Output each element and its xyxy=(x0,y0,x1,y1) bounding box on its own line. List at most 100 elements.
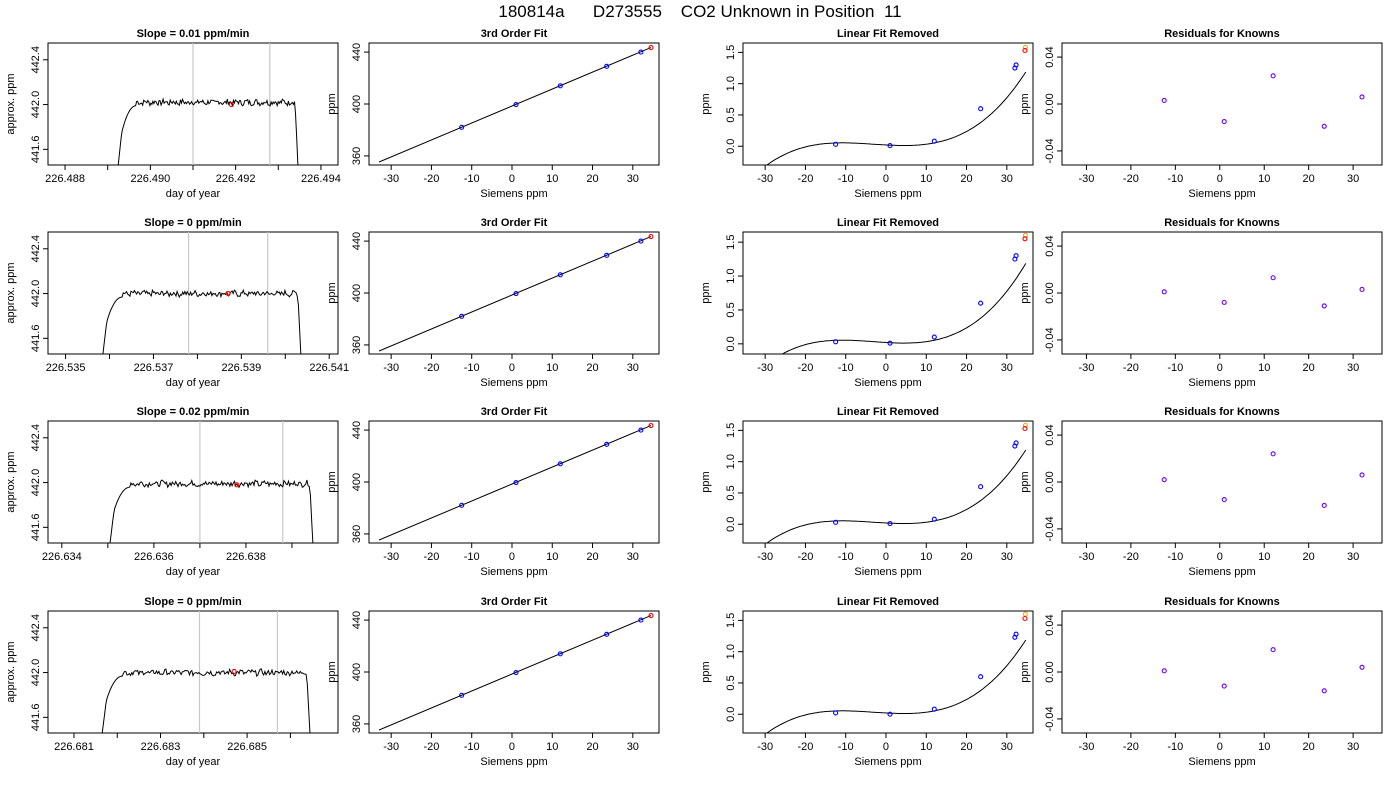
plot-area xyxy=(378,233,654,352)
x-axis-label: Siemens ppm xyxy=(480,188,547,200)
y-tick-label: 0.5 xyxy=(725,675,737,690)
y-tick-label: 441.6 xyxy=(30,704,42,732)
chart-panel-r2-c1: Slope = 0 ppm/min 226.535 226.537 226.539 22… xyxy=(5,217,349,389)
x-tick-label: 226.634 xyxy=(42,551,82,563)
y-tick-label: 440 xyxy=(351,421,363,439)
known-point xyxy=(459,124,465,130)
chart-panel-r3-c2: 3rd Order Fit -30 -20 -10 0 10 20 30 360 400 440 Si… xyxy=(326,406,660,578)
x-tick-label: -20 xyxy=(797,173,813,185)
y-tick-label: 0.04 xyxy=(1044,235,1056,256)
y-tick-label: 0.00 xyxy=(1044,282,1056,303)
x-tick-label: -10 xyxy=(838,362,854,374)
y-axis-label: approx. ppm xyxy=(5,262,17,323)
x-tick-label: -20 xyxy=(1123,551,1139,563)
x-tick-label: -20 xyxy=(797,362,813,374)
x-tick-label: -30 xyxy=(1078,173,1094,185)
x-tick-label: 20 xyxy=(1303,362,1315,374)
residual-point xyxy=(1221,683,1227,689)
chart-title: Slope = 0 ppm/min xyxy=(144,596,242,608)
x-tick-label: 30 xyxy=(1001,551,1013,563)
known-point xyxy=(887,143,893,149)
x-tick-label: 10 xyxy=(546,741,558,753)
y-axis-label: approx. ppm xyxy=(5,451,17,512)
y-tick-label: 0.04 xyxy=(1044,424,1056,445)
highlight-point xyxy=(1022,232,1028,238)
y-tick-label: 1.5 xyxy=(725,613,737,628)
x-tick-label: -30 xyxy=(1078,362,1094,374)
known-point xyxy=(833,710,839,716)
y-tick-label: 442.4 xyxy=(30,235,42,263)
chart-title: Slope = 0.02 ppm/min xyxy=(137,406,250,418)
x-tick-label: 226.638 xyxy=(226,551,266,563)
known-point xyxy=(557,272,563,278)
fit-line xyxy=(378,615,652,731)
y-tick-label: 0.0 xyxy=(725,517,737,532)
unknown-point xyxy=(648,422,654,429)
x-tick-label: 226.492 xyxy=(216,173,256,185)
highlight-point xyxy=(1022,611,1028,617)
residual-point xyxy=(1161,668,1167,674)
unknown-point xyxy=(648,233,654,240)
x-tick-label: 226.685 xyxy=(227,741,267,753)
chart-panel-r1-c3: Linear Fit Removed -30 -20 -10 0 10 20 30 0.0 0.5… xyxy=(700,28,1034,200)
x-tick-label: 20 xyxy=(1303,741,1315,753)
plot-frame xyxy=(47,420,339,544)
x-axis-label: Siemens ppm xyxy=(1188,756,1255,768)
plot-area xyxy=(378,44,654,163)
chart-title: Residuals for Knowns xyxy=(1164,406,1280,418)
x-tick-label: 0 xyxy=(1217,173,1223,185)
x-axis-label: Siemens ppm xyxy=(480,566,547,578)
known-point xyxy=(833,141,839,147)
chart-panel-r4-c4: Residuals for Knowns -30 -20 -10 0 10 20 30 -0.0… xyxy=(1019,596,1383,768)
x-tick-label: -10 xyxy=(838,173,854,185)
x-tick-label: 20 xyxy=(1303,173,1315,185)
y-tick-label: 0.0 xyxy=(725,336,737,351)
x-tick-label: 10 xyxy=(546,362,558,374)
x-axis-label: Siemens ppm xyxy=(1188,188,1255,200)
chart-title: 3rd Order Fit xyxy=(481,28,548,40)
residual-point xyxy=(1270,451,1276,457)
x-axis-label: Siemens ppm xyxy=(854,188,921,200)
x-tick-label: -20 xyxy=(423,741,439,753)
x-tick-label: -30 xyxy=(383,741,399,753)
x-tick-label: -10 xyxy=(464,362,480,374)
residual-point xyxy=(1321,123,1327,129)
unknown-point xyxy=(1022,47,1028,54)
known-point xyxy=(1013,631,1019,637)
y-tick-label: 360 xyxy=(351,715,363,733)
residual-point xyxy=(1221,497,1227,503)
residual-point xyxy=(1359,94,1365,100)
x-axis-label: Siemens ppm xyxy=(854,377,921,389)
x-axis-label: Siemens ppm xyxy=(1188,377,1255,389)
x-tick-label: 226.541 xyxy=(309,362,349,374)
x-axis-label: day of year xyxy=(166,756,221,768)
known-point xyxy=(1013,440,1019,446)
x-tick-label: 226.683 xyxy=(141,741,181,753)
unknown-point xyxy=(231,668,237,674)
y-tick-label: 441.6 xyxy=(30,325,42,353)
x-axis-label: Siemens ppm xyxy=(1188,566,1255,578)
known-point xyxy=(978,106,984,112)
y-tick-label: 440 xyxy=(351,611,363,629)
y-tick-label: 442.0 xyxy=(30,659,42,687)
known-point xyxy=(557,651,563,657)
residual-point xyxy=(1221,119,1227,125)
y-tick-label: 1.5 xyxy=(725,423,737,438)
x-tick-label: 10 xyxy=(546,173,558,185)
x-tick-label: 0 xyxy=(509,362,515,374)
known-point xyxy=(638,238,644,244)
x-tick-label: 20 xyxy=(960,551,972,563)
chart-title: Linear Fit Removed xyxy=(837,596,939,608)
y-tick-label: 0.0 xyxy=(725,139,737,154)
plot-area xyxy=(109,421,314,543)
chart-title: Residuals for Knowns xyxy=(1164,596,1280,608)
known-point xyxy=(638,427,644,433)
x-tick-label: 30 xyxy=(1001,173,1013,185)
plot-frame xyxy=(1061,420,1383,544)
plot-frame xyxy=(1061,231,1383,355)
chart-title: Residuals for Knowns xyxy=(1164,28,1280,40)
x-tick-label: -30 xyxy=(383,362,399,374)
known-point xyxy=(557,461,563,467)
known-point xyxy=(931,706,937,712)
known-point xyxy=(604,63,610,69)
